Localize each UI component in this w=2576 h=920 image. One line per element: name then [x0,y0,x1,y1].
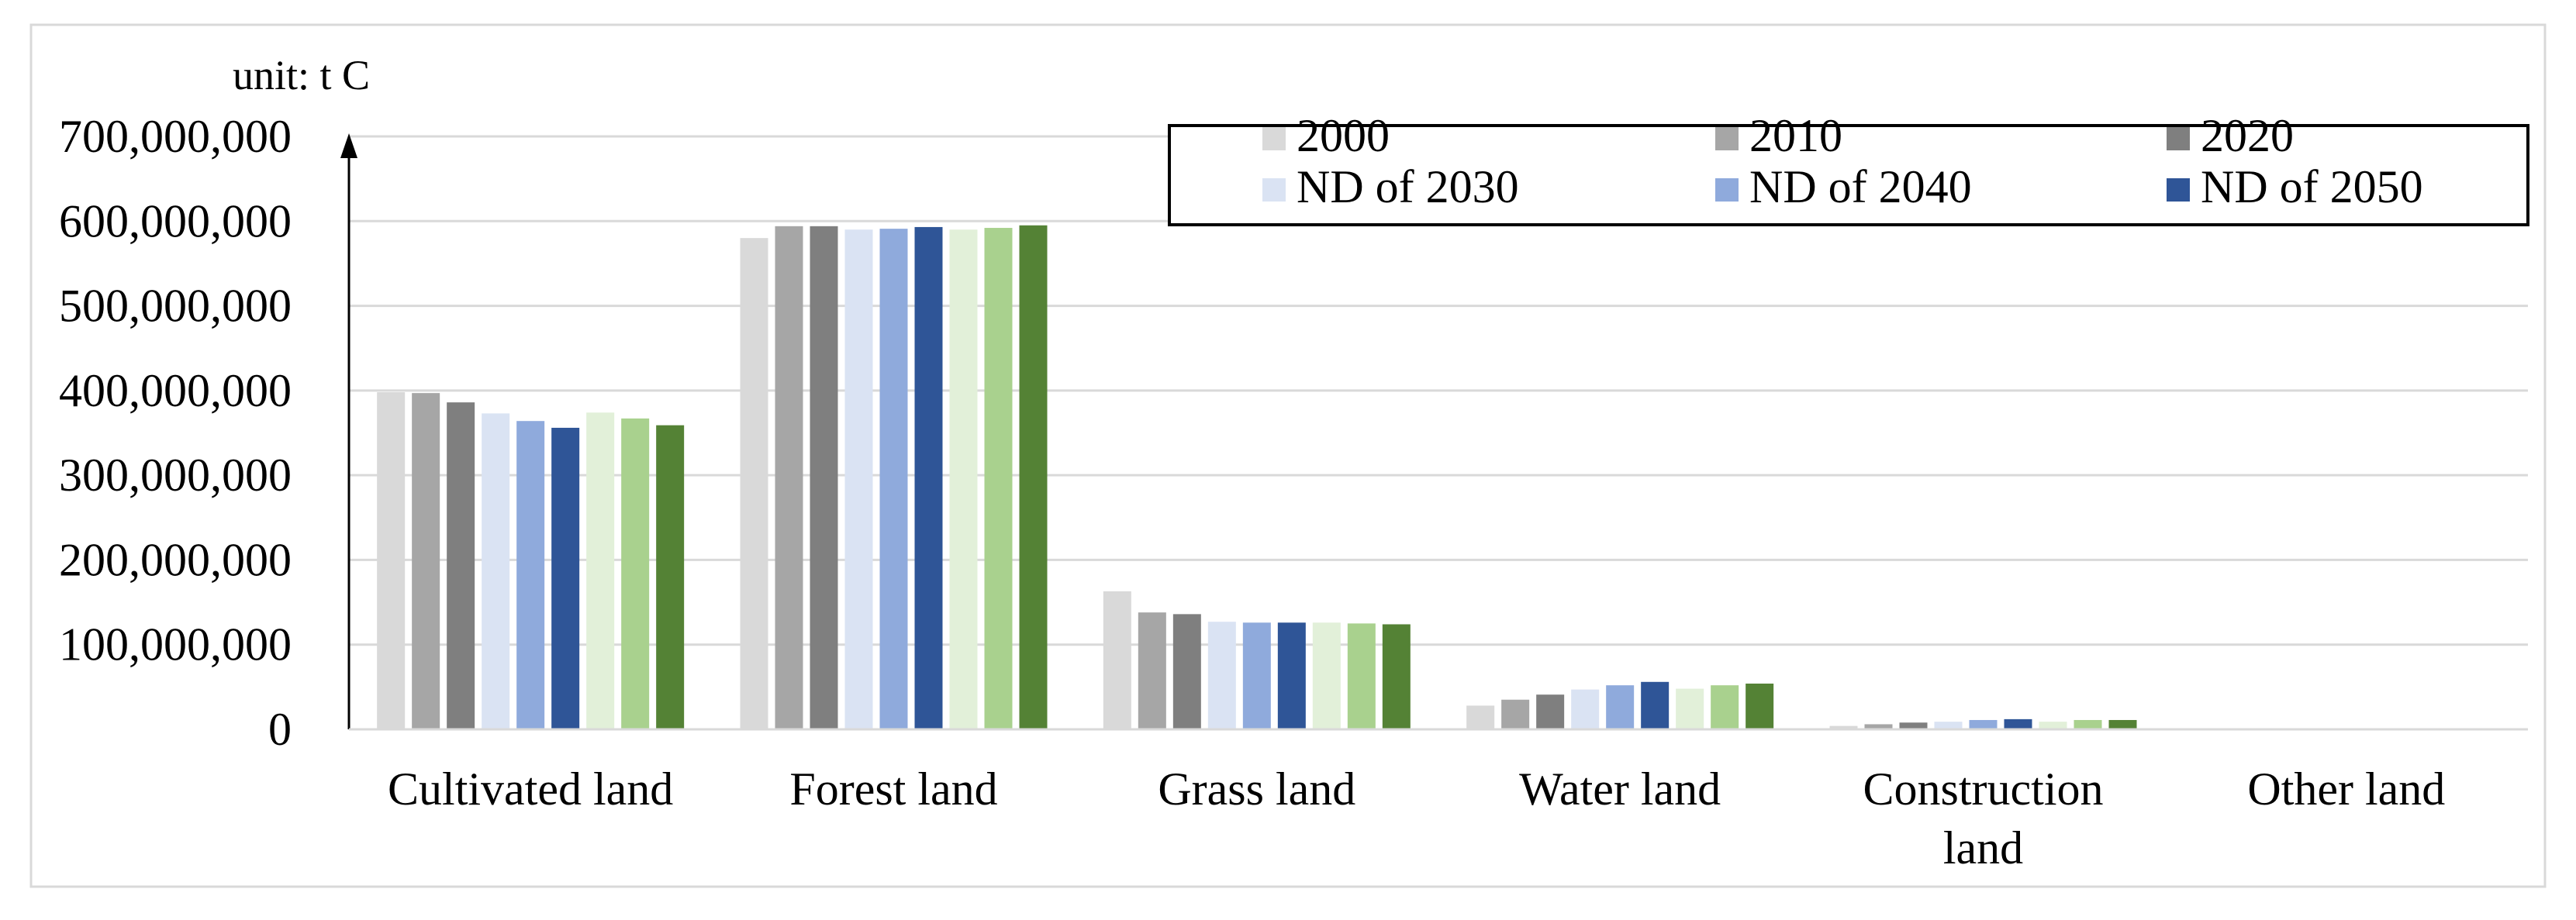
x-tick-label: land [1943,822,2023,873]
bar [1347,623,1376,729]
bar [1899,722,1928,729]
bar [1172,614,1201,729]
y-tick-label: 300,000,000 [59,450,292,501]
bar [1103,591,1131,729]
bar [775,226,803,729]
bar [1019,225,1048,729]
bar [1501,699,1530,729]
bar [1606,685,1635,729]
bar [1934,722,1963,729]
bar [1969,719,1998,729]
legend-swatch [1715,178,1739,202]
y-axis-arrow [340,133,357,158]
y-axis: 0 100,000,000 200,000,000 300,000,000 400,00… [59,111,357,755]
y-tick-label: 0 [268,704,292,755]
bar [1536,694,1565,729]
bar [412,393,440,729]
x-tick-label: Grass land [1158,763,1355,815]
bar [1466,705,1495,729]
y-tick-label: 500,000,000 [59,281,292,332]
legend: 2000 2010 2020 ND of 2030 ND of 2040 ND of 20… [1168,110,2529,226]
bar [516,421,545,729]
bar [740,238,768,730]
y-tick-label: 700,000,000 [59,111,292,162]
bar [1382,624,1411,729]
bar [2004,718,2032,729]
legend-swatch [1262,178,1286,202]
bar [1676,688,1704,729]
legend-label: 2000 [1297,110,1390,161]
bar [2074,719,2102,729]
legend-label: ND of 2040 [1749,161,1972,212]
legend-swatch [1715,127,1739,150]
legend-box [1168,124,2529,226]
bar [1207,622,1236,729]
y-tick-label: 400,000,000 [59,365,292,416]
bar [844,229,873,729]
legend-swatch [1262,127,1286,150]
bar [984,228,1013,729]
y-tick-label: 100,000,000 [59,619,292,670]
legend-swatch [2167,178,2190,202]
unit-label: unit: t C [233,52,370,98]
bar [879,229,908,729]
x-tick-label: Other land [2247,763,2445,815]
x-tick-label: Cultivated land [388,763,673,815]
legend-label: 2010 [1749,110,1842,161]
bar [447,402,475,729]
bar [2039,722,2067,729]
bar [621,418,650,729]
legend-swatch [2167,127,2190,150]
bar [586,412,615,729]
bar [551,427,580,729]
legend-label: 2020 [2201,110,2294,161]
bars [377,225,2137,730]
bar [949,229,978,729]
bar [1571,689,1600,729]
x-tick-label: Construction [1863,763,2104,815]
legend-label: ND of 2030 [1297,161,1519,212]
bar [1138,612,1166,729]
bar [377,392,406,729]
x-tick-label: Forest land [789,763,997,815]
bar [2108,719,2137,729]
bar [1711,685,1739,729]
bar [1746,683,1774,729]
y-tick-label: 600,000,000 [59,195,292,246]
bar [914,226,943,730]
bar [1829,725,1858,729]
y-tick-label: 200,000,000 [59,534,292,585]
bar [1242,622,1271,729]
bar [1641,681,1670,729]
bar [810,226,838,729]
bar [1277,622,1306,729]
legend-label: ND of 2050 [2201,161,2423,212]
bar [656,425,685,729]
x-tick-label: Water land [1519,763,1721,815]
bar [1864,724,1893,729]
bar [482,413,510,729]
x-axis: Cultivated land Forest land Grass land Wate… [349,728,2528,873]
bar [1312,622,1341,729]
